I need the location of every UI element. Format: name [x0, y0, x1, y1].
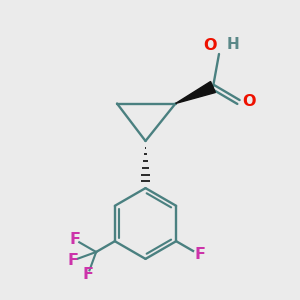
Text: H: H [226, 37, 239, 52]
Polygon shape [176, 82, 215, 104]
Text: O: O [242, 94, 256, 110]
Text: F: F [82, 267, 93, 282]
Text: F: F [194, 247, 205, 262]
Text: F: F [68, 253, 79, 268]
Text: O: O [203, 38, 217, 52]
Text: F: F [70, 232, 80, 247]
